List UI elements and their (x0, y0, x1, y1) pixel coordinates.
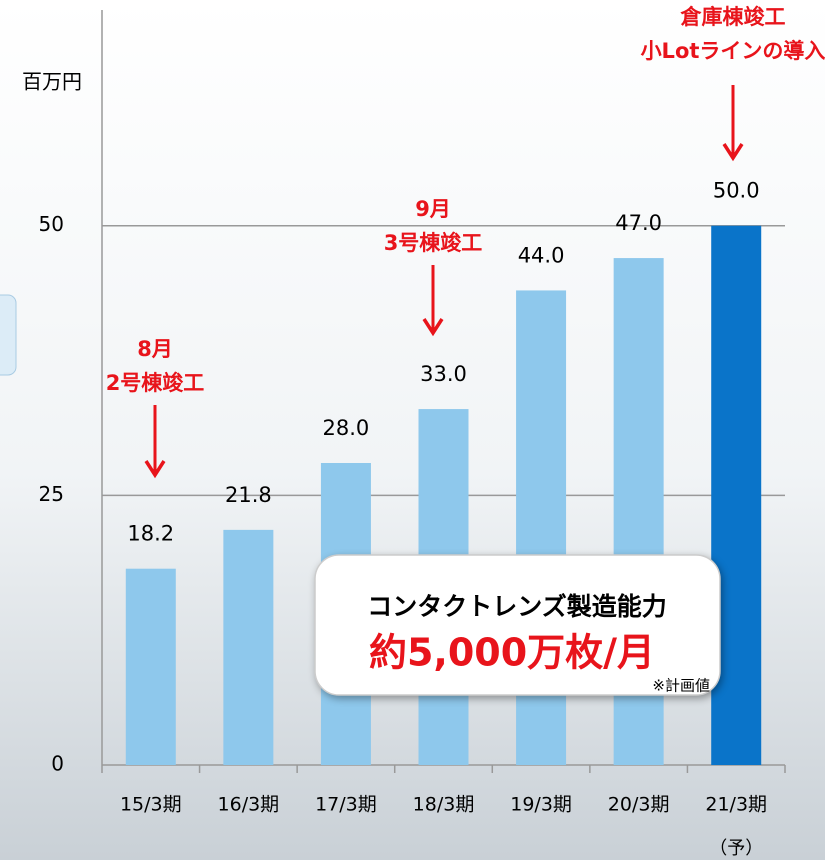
x-tick-label: 15/3期 (120, 794, 182, 816)
value-label: 21.8 (225, 483, 272, 507)
y-tick-label: 0 (51, 752, 64, 776)
x-tick-label: 17/3期 (315, 794, 377, 816)
annotation: 2号棟竣工 (106, 371, 205, 395)
callout-title: コンタクトレンズ製造能力 (367, 592, 667, 621)
x-tick-label: 19/3期 (510, 794, 572, 816)
y-tick-label: 25 (39, 482, 64, 506)
y-tick-label: 50 (39, 212, 64, 236)
side-tab (0, 295, 16, 375)
value-label: 44.0 (518, 243, 565, 267)
x-tick-label: 21/3期 (705, 794, 767, 816)
annotation: 9月 (415, 197, 451, 221)
annotation: 小Lotラインの導入 (641, 39, 825, 63)
x-tick-label: 16/3期 (218, 794, 280, 816)
annotation: 3号棟竣工 (384, 231, 483, 255)
value-label: 28.0 (323, 416, 370, 440)
chart: 百万円 0 25 50 15/3期 18.2 16/3期 21.8 17/3期 28.0 18/3… (0, 0, 825, 860)
value-label: 33.0 (420, 362, 467, 386)
x-tick-label: 20/3期 (608, 794, 670, 816)
value-label: 50.0 (713, 179, 760, 203)
callout-highlight: 約5,000万枚/月 (369, 631, 655, 675)
annotation: 8月 (137, 337, 173, 361)
bar (223, 530, 273, 765)
annotation: 倉庫棟竣工 (680, 5, 786, 29)
x-tick-label: 18/3期 (413, 794, 475, 816)
bar (711, 226, 761, 765)
background (0, 0, 825, 860)
callout-note: ※計画値 (652, 677, 710, 695)
category-note: （予） (709, 838, 763, 859)
y-unit: 百万円 (22, 70, 82, 94)
value-label: 18.2 (127, 522, 174, 546)
bar (126, 569, 176, 765)
value-label: 47.0 (615, 211, 662, 235)
